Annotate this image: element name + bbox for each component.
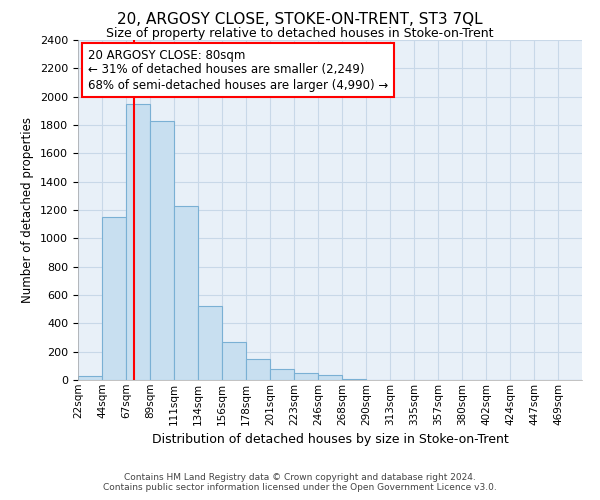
Bar — [198, 306, 222, 380]
Y-axis label: Number of detached properties: Number of detached properties — [22, 117, 34, 303]
Bar — [174, 206, 198, 380]
Text: Size of property relative to detached houses in Stoke-on-Trent: Size of property relative to detached ho… — [106, 28, 494, 40]
Text: 20, ARGOSY CLOSE, STOKE-ON-TRENT, ST3 7QL: 20, ARGOSY CLOSE, STOKE-ON-TRENT, ST3 7Q… — [117, 12, 483, 28]
Bar — [150, 122, 174, 380]
Bar — [294, 373, 318, 380]
Bar — [126, 104, 150, 380]
Bar — [102, 217, 126, 380]
Bar — [222, 342, 246, 380]
Bar — [318, 375, 342, 380]
Bar — [270, 370, 294, 380]
X-axis label: Distribution of detached houses by size in Stoke-on-Trent: Distribution of detached houses by size … — [152, 433, 508, 446]
Bar — [246, 360, 270, 380]
Text: Contains HM Land Registry data © Crown copyright and database right 2024.
Contai: Contains HM Land Registry data © Crown c… — [103, 473, 497, 492]
Bar — [78, 376, 102, 380]
Text: 20 ARGOSY CLOSE: 80sqm
← 31% of detached houses are smaller (2,249)
68% of semi-: 20 ARGOSY CLOSE: 80sqm ← 31% of detached… — [88, 48, 388, 92]
